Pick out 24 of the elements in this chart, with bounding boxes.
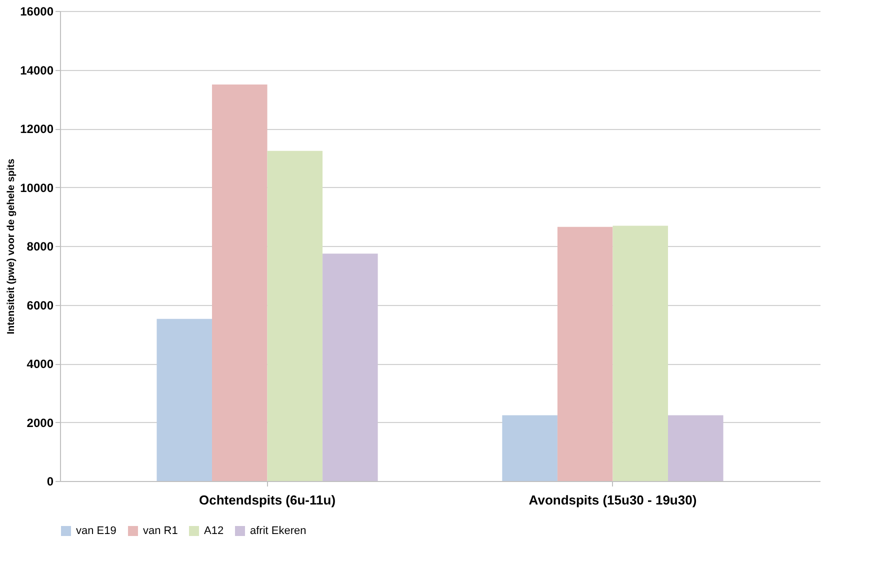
bar [612, 226, 668, 481]
y-tick-label: 4000 [26, 357, 54, 371]
legend-label: A12 [204, 525, 224, 537]
x-tick-label: Ochtendspits (6u-11u) [199, 492, 336, 508]
bar [502, 415, 558, 481]
legend-label: van E19 [76, 525, 116, 537]
bar [668, 415, 724, 481]
bar [212, 84, 268, 481]
bar [156, 318, 212, 481]
legend-label: van R1 [143, 525, 178, 537]
y-axis-title: Intensiteit (pwe) voor de gehele spits [6, 158, 18, 334]
y-tick-label: 6000 [26, 298, 54, 312]
y-tick-label: 0 [46, 474, 54, 488]
y-tick-label: 14000 [20, 63, 54, 78]
bar [267, 150, 323, 481]
y-tick-label: 16000 [20, 4, 54, 18]
y-tick-label: 12000 [20, 122, 54, 136]
y-tick-label: 10000 [20, 180, 54, 195]
bar [322, 254, 378, 481]
bar [557, 226, 613, 481]
y-tick-label: 8000 [26, 240, 54, 254]
x-tick-label: Avondspits (15u30 - 19u30) [528, 492, 697, 508]
legend-label: afrit Ekeren [250, 525, 306, 537]
y-tick-label: 2000 [26, 416, 54, 430]
